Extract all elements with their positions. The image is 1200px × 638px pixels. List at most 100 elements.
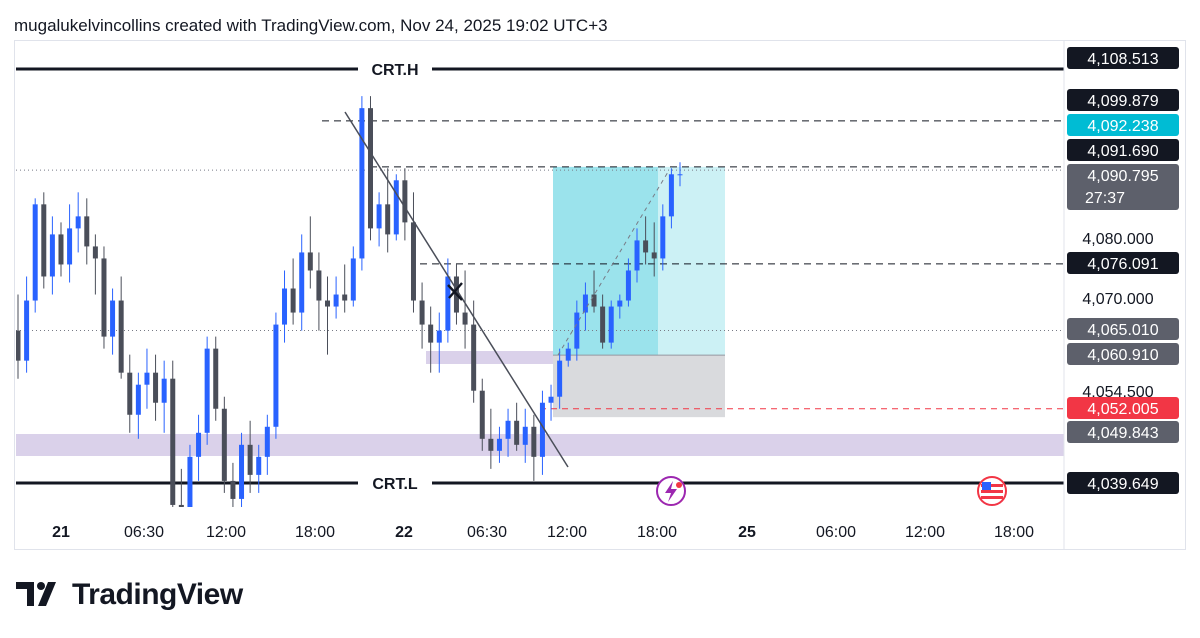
candle-body xyxy=(634,240,640,271)
candle-body xyxy=(514,420,520,445)
candle-body xyxy=(153,372,159,403)
candle-body xyxy=(643,240,649,253)
candle-body xyxy=(479,390,485,439)
candle-body xyxy=(591,294,597,307)
price-label-bg xyxy=(1067,318,1179,340)
candle-body xyxy=(539,402,545,457)
level-label: CRT.L xyxy=(372,476,418,493)
x-tick-label: 06:30 xyxy=(124,524,164,541)
candle-body xyxy=(565,348,571,361)
price-label-bg xyxy=(1067,397,1179,419)
candle-body xyxy=(316,270,322,301)
level-label: CRT.H xyxy=(371,62,418,79)
candle-body xyxy=(204,348,210,433)
candle-body xyxy=(75,216,81,229)
candle-body xyxy=(41,204,47,277)
candle-body xyxy=(333,294,339,307)
price-chart[interactable]: CRT.H CRT.L 4,080.000 4,070.000 4,054.500 4,1… xyxy=(0,0,1200,560)
candle-body xyxy=(608,306,614,343)
chart-caption: mugalukelvincollins created with Trading… xyxy=(14,16,608,35)
candle-body xyxy=(436,330,442,343)
chart-frame[interactable] xyxy=(14,40,1186,550)
price-label: 4,099.879 xyxy=(1087,93,1158,110)
candle-body xyxy=(557,360,563,397)
x-tick-label: 06:30 xyxy=(467,524,507,541)
candle-body xyxy=(221,408,227,481)
x-tick-label: 06:00 xyxy=(816,524,856,541)
candle-body xyxy=(118,300,124,373)
candle-body xyxy=(393,180,399,235)
candle-body xyxy=(367,108,373,229)
candle-body xyxy=(359,108,365,259)
price-label-bg xyxy=(1067,164,1179,210)
candle-body xyxy=(677,174,683,176)
candle-body xyxy=(161,378,167,403)
candle-body xyxy=(574,312,580,349)
price-label-bg xyxy=(1067,114,1179,136)
candle-body xyxy=(350,258,356,301)
price-label: 4,076.091 xyxy=(1087,256,1158,273)
price-label-bg xyxy=(1067,343,1179,365)
candle-body xyxy=(419,300,425,325)
stop-zone xyxy=(553,355,725,418)
candle-body xyxy=(264,426,270,457)
y-tick-label: 4,080.000 xyxy=(1082,231,1153,248)
candle-body xyxy=(282,288,288,325)
candle-body xyxy=(385,204,391,235)
price-label-bg xyxy=(1067,139,1179,161)
level-label-bg xyxy=(358,472,432,494)
x-tick-label: 22 xyxy=(395,524,413,541)
candle-body xyxy=(16,330,21,361)
x-tick-label: 12:00 xyxy=(206,524,246,541)
price-label: 4,065.010 xyxy=(1087,322,1158,339)
price-label: 4,092.238 xyxy=(1087,118,1158,135)
plot-area: CRT.H CRT.L xyxy=(16,58,1064,507)
candle-body xyxy=(290,288,296,313)
candle-body xyxy=(273,324,279,427)
x-tick-label: 12:00 xyxy=(547,524,587,541)
price-label: 4,052.005 xyxy=(1087,401,1158,418)
candle-body xyxy=(187,456,193,507)
price-label-bg xyxy=(1067,421,1179,443)
candle-body xyxy=(213,348,219,409)
projection-line xyxy=(557,171,669,356)
candle-body xyxy=(299,252,305,313)
candle-body xyxy=(505,420,511,439)
candle-body xyxy=(402,180,408,223)
candle-body xyxy=(651,252,657,259)
lightning-event-icon xyxy=(656,476,686,506)
x-tick-label: 18:00 xyxy=(994,524,1034,541)
long-target-zone-extension xyxy=(658,166,725,356)
brand-name: TradingView xyxy=(72,578,243,611)
price-label: 4,039.649 xyxy=(1087,476,1158,493)
candle-body xyxy=(531,426,537,457)
candle-body xyxy=(196,432,202,457)
price-label: 4,060.910 xyxy=(1087,347,1158,364)
level-label-bg xyxy=(358,58,432,80)
candle-body xyxy=(127,372,133,415)
y-tick-label: 4,054.500 xyxy=(1082,384,1153,401)
candle-body xyxy=(84,216,90,247)
candle-body xyxy=(230,480,236,499)
us-flag-event-icon xyxy=(977,476,1007,506)
x-tick-label: 25 xyxy=(738,524,756,541)
candle-body xyxy=(496,438,502,451)
candle-body xyxy=(32,204,38,301)
candle-body xyxy=(110,300,116,337)
candle-body xyxy=(617,300,623,307)
price-label: 4,091.690 xyxy=(1087,143,1158,160)
x-tick-label: 12:00 xyxy=(905,524,945,541)
price-label-bg xyxy=(1067,472,1179,494)
candle-body xyxy=(410,222,416,301)
tradingview-brand[interactable]: TradingView xyxy=(16,578,243,612)
candle-body xyxy=(247,444,253,475)
candle-body xyxy=(58,234,64,265)
candle-body xyxy=(342,294,348,301)
candle-body xyxy=(376,204,382,229)
x-tick-label: 21 xyxy=(52,524,70,541)
candle-body xyxy=(660,216,666,259)
candle-body xyxy=(488,438,494,451)
candle-body xyxy=(239,444,245,499)
candle-body xyxy=(178,504,184,507)
candle-body xyxy=(625,270,631,301)
